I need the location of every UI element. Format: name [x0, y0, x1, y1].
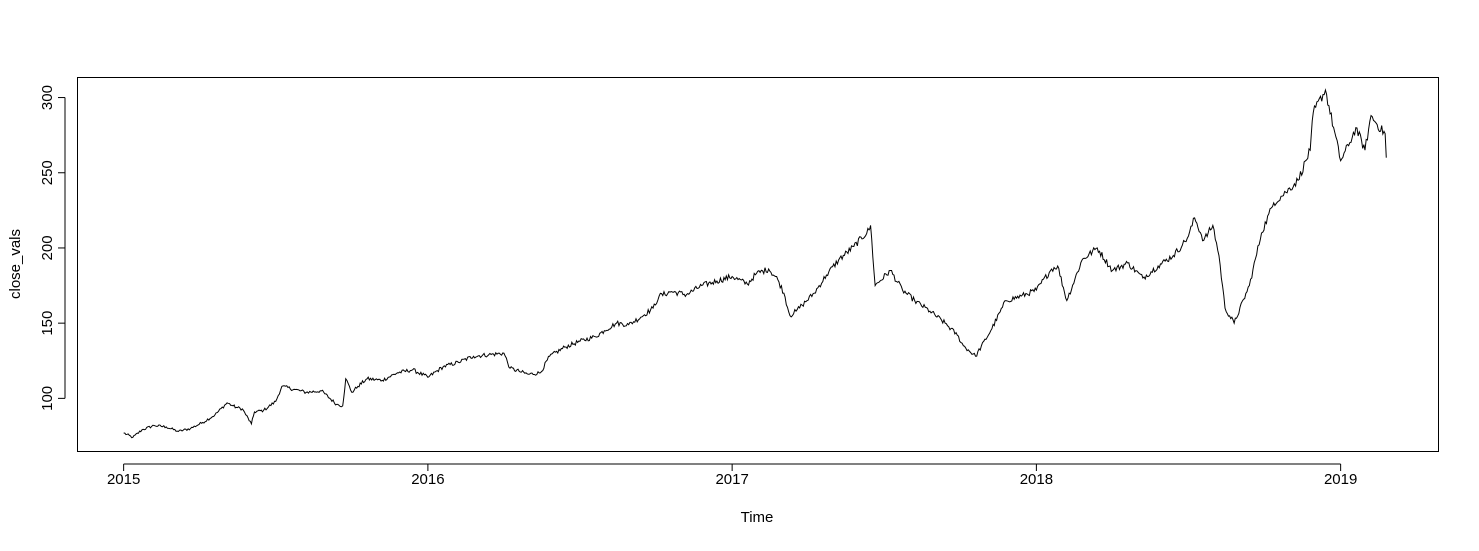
y-tick-label: 100	[39, 386, 56, 411]
plot-frame	[77, 77, 1439, 452]
y-axis: 100 150 200 250 300	[39, 85, 66, 411]
x-tick-label: 2017	[715, 471, 748, 488]
x-tick-label: 2019	[1324, 471, 1357, 488]
x-axis-label: Time	[741, 509, 774, 526]
y-tick-label: 150	[39, 311, 56, 336]
x-tick-label: 2016	[411, 471, 444, 488]
x-tick-label: 2018	[1020, 471, 1053, 488]
x-tick-label: 2015	[107, 471, 140, 488]
close-vals-line	[123, 88, 1387, 439]
y-tick-label: 200	[39, 235, 56, 260]
x-axis: 2015 2016 2017 2018 2019	[107, 463, 1357, 488]
y-axis-label: close_vals	[7, 229, 24, 299]
y-tick-label: 300	[39, 85, 56, 110]
y-tick-label: 250	[39, 160, 56, 185]
